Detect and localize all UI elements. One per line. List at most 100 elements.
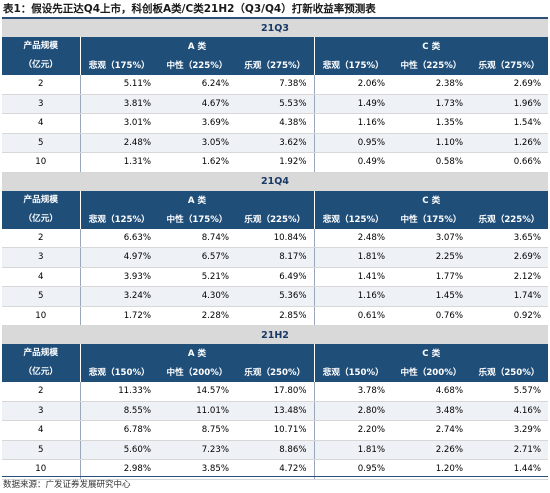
yield-cell: 2.71% <box>470 440 549 460</box>
size-cell: 2 <box>2 228 81 248</box>
size-cell: 10 <box>2 459 81 480</box>
yield-cell: 1.62% <box>158 152 236 173</box>
size-cell: 4 <box>2 420 81 441</box>
row-header-label: 产品规模 <box>23 41 58 51</box>
yield-cell: 11.01% <box>158 401 236 421</box>
section-title: 21H2 <box>2 325 549 344</box>
yield-cell: 4.97% <box>80 247 158 268</box>
scenario-header: 悲观（150%） <box>80 362 158 382</box>
section-header-row: 21Q3 <box>2 19 549 37</box>
yield-cell: 5.53% <box>236 94 315 114</box>
yield-cell: 3.07% <box>392 228 470 248</box>
yield-cell: 3.78% <box>314 382 392 402</box>
table-row: 4 3.93% 5.21% 6.49% 1.41% 1.77% 2.12% <box>2 267 549 287</box>
yield-cell: 6.49% <box>236 267 315 287</box>
size-cell: 4 <box>2 267 81 287</box>
yield-cell: 17.80% <box>236 382 315 402</box>
yield-cell: 1.49% <box>314 94 392 114</box>
yield-cell: 1.10% <box>392 133 470 153</box>
size-cell: 10 <box>2 306 81 326</box>
yield-cell: 2.26% <box>392 440 470 460</box>
yield-cell: 2.28% <box>158 306 236 326</box>
yield-cell: 1.45% <box>392 286 470 307</box>
yield-cell: 1.96% <box>470 94 549 114</box>
yield-cell: 6.63% <box>80 228 158 248</box>
yield-cell: 1.74% <box>470 286 549 307</box>
yield-cell: 3.65% <box>470 228 549 248</box>
yield-cell: 6.24% <box>158 75 236 95</box>
scenario-header: 悲观（175%） <box>80 55 158 75</box>
row-header-cell: 产品规模 （亿元） <box>2 37 81 75</box>
table-row: 3 4.97% 6.57% 8.17% 1.81% 2.25% 2.69% <box>2 247 549 268</box>
yield-cell: 1.41% <box>314 267 392 287</box>
size-cell: 3 <box>2 401 81 421</box>
yield-cell: 8.75% <box>158 420 236 441</box>
table-row: 10 2.98% 3.85% 4.72% 0.95% 1.20% 1.44% <box>2 459 549 480</box>
yield-cell: 6.78% <box>80 420 158 441</box>
yield-cell: 2.06% <box>314 75 392 95</box>
yield-cell: 2.38% <box>392 75 470 95</box>
yield-cell: 8.17% <box>236 247 315 268</box>
yield-cell: 4.68% <box>392 382 470 402</box>
table-row: 4 6.78% 8.75% 10.71% 2.20% 2.74% 3.29% <box>2 420 549 441</box>
yield-cell: 2.12% <box>470 267 549 287</box>
yield-cell: 8.74% <box>158 228 236 248</box>
table-row: 2 5.11% 6.24% 7.38% 2.06% 2.38% 2.69% <box>2 75 549 95</box>
yield-cell: 3.62% <box>236 133 315 153</box>
yield-cell: 0.61% <box>314 306 392 326</box>
yield-cell: 7.23% <box>158 440 236 460</box>
section-header-row: 21H2 <box>2 325 549 344</box>
yield-cell: 0.49% <box>314 152 392 173</box>
row-header-label: （亿元） <box>23 367 58 377</box>
table-row: 10 1.72% 2.28% 2.85% 0.61% 0.76% 0.92% <box>2 306 549 326</box>
yield-cell: 3.05% <box>158 133 236 153</box>
scenario-header: 中性（175%） <box>392 208 470 229</box>
yield-cell: 3.93% <box>80 267 158 287</box>
table-row: 10 1.31% 1.62% 1.92% 0.49% 0.58% 0.66% <box>2 152 549 173</box>
table-row: 2 6.63% 8.74% 10.84% 2.48% 3.07% 3.65% <box>2 228 549 248</box>
yield-cell: 4.30% <box>158 286 236 307</box>
yield-cell: 8.55% <box>80 401 158 421</box>
size-cell: 4 <box>2 113 81 134</box>
yield-cell: 3.29% <box>470 420 549 441</box>
yield-cell: 3.85% <box>158 459 236 480</box>
yield-cell: 1.16% <box>314 113 392 134</box>
yield-cell: 1.92% <box>236 152 315 173</box>
section-title: 21Q4 <box>2 172 549 191</box>
size-cell: 10 <box>2 152 81 173</box>
scenario-header-row: 悲观（150%） 中性（200%） 乐观（250%） 悲观（150%） 中性（200%）… <box>2 362 549 382</box>
table-row: 2 11.33% 14.57% 17.80% 3.78% 4.68% 5.57% <box>2 382 549 402</box>
yield-cell: 2.25% <box>392 247 470 268</box>
yield-cell: 0.66% <box>470 152 549 173</box>
yield-cell: 4.72% <box>236 459 315 480</box>
yield-cell: 3.69% <box>158 113 236 134</box>
scenario-header: 乐观（275%） <box>236 55 315 75</box>
scenario-header-row: 悲观（175%） 中性（225%） 乐观（275%） 悲观（175%） 中性（225%）… <box>2 55 549 75</box>
yield-cell: 2.69% <box>470 75 549 95</box>
scenario-header: 中性（225%） <box>158 55 236 75</box>
scenario-header: 悲观（150%） <box>314 362 392 382</box>
scenario-header: 乐观（250%） <box>236 362 315 382</box>
table-row: 3 8.55% 11.01% 13.48% 2.80% 3.48% 4.16% <box>2 401 549 421</box>
yield-cell: 2.48% <box>80 133 158 153</box>
row-header-label: （亿元） <box>23 60 58 70</box>
size-cell: 3 <box>2 247 81 268</box>
group-header: A 类 <box>80 344 315 363</box>
scenario-header: 乐观（275%） <box>470 55 549 75</box>
yield-cell: 4.38% <box>236 113 315 134</box>
row-header-cell: 产品规模 （亿元） <box>2 344 81 382</box>
table-title: 表1：假设先正达Q4上市，科创板A类/C类21H2（Q3/Q4）打新收益率预测表 <box>3 3 376 15</box>
size-cell: 3 <box>2 94 81 114</box>
yield-cell: 2.20% <box>314 420 392 441</box>
size-cell: 2 <box>2 382 81 402</box>
bottom-rule <box>2 476 548 477</box>
yield-cell: 2.74% <box>392 420 470 441</box>
yield-cell: 7.38% <box>236 75 315 95</box>
yield-cell: 2.69% <box>470 247 549 268</box>
scenario-header: 悲观（175%） <box>314 55 392 75</box>
yield-cell: 13.48% <box>236 401 315 421</box>
scenario-header: 乐观（225%） <box>236 208 315 229</box>
